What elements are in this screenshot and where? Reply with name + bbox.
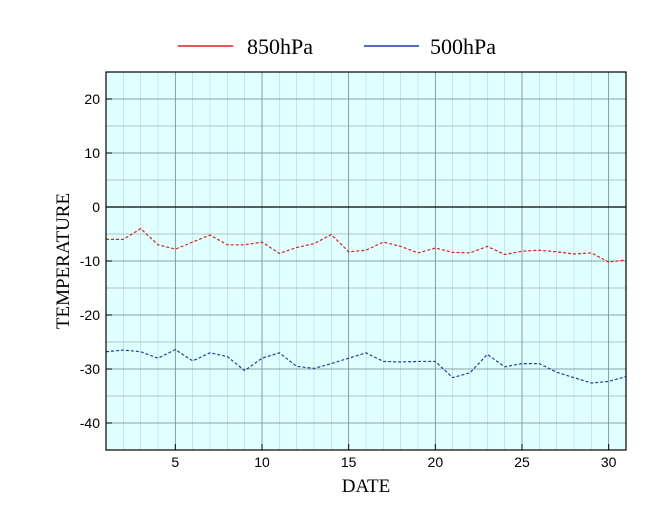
x-tick-label: 10	[254, 454, 270, 470]
series-line-500hPa	[105, 348, 627, 384]
y-tick-label: -40	[80, 415, 100, 431]
x-tick-label: 20	[428, 454, 444, 470]
x-tick-label: 25	[514, 454, 530, 470]
y-tick-label: 20	[84, 91, 100, 107]
series-layer	[105, 227, 627, 384]
legend: 850hPa 500hPa	[178, 34, 496, 59]
y-tick-label: 10	[84, 145, 100, 161]
x-axis-label: DATE	[342, 476, 391, 497]
x-axis-ticks: 5 10 15 20 25 30	[171, 444, 617, 470]
series-line-850hPa	[106, 227, 627, 263]
x-tick-label: 15	[341, 454, 357, 470]
y-tick-label: -10	[80, 253, 100, 269]
legend-label-500hPa: 500hPa	[430, 34, 496, 59]
y-tick-label: -20	[80, 307, 100, 323]
x-tick-label: 5	[171, 454, 179, 470]
major-grid	[106, 72, 626, 450]
x-tick-label: 30	[601, 454, 617, 470]
y-tick-label: -30	[80, 361, 100, 377]
y-axis-label: TEMPERATURE	[53, 193, 74, 329]
y-tick-label: 0	[92, 199, 100, 215]
y-axis-ticks: 20 10 0 -10 -20 -30 -40	[80, 91, 112, 431]
legend-label-850hPa: 850hPa	[247, 34, 313, 59]
